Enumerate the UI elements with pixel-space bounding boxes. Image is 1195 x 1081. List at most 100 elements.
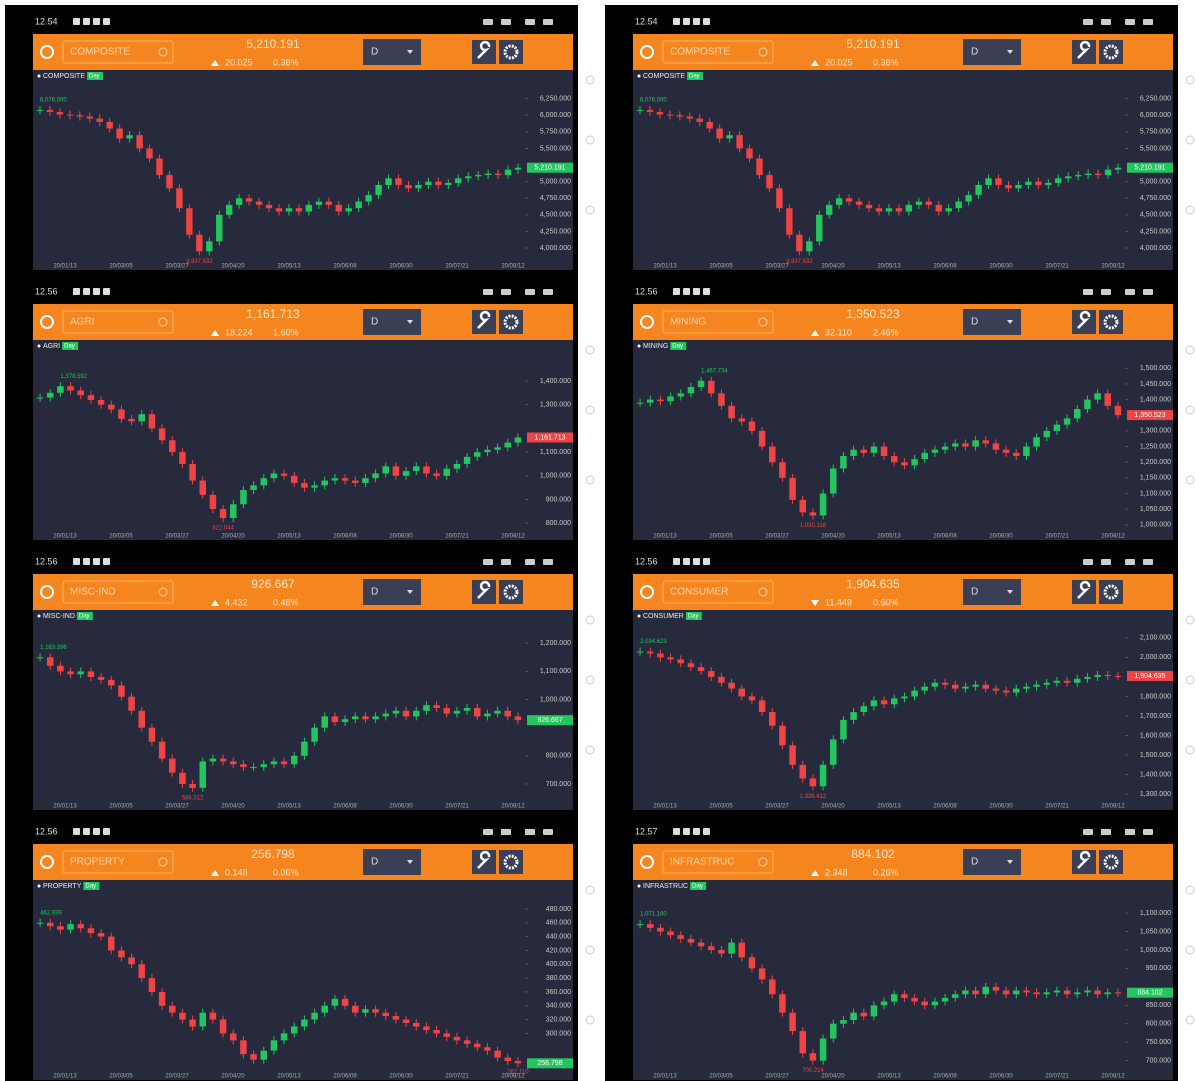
candle bbox=[97, 933, 105, 937]
candle bbox=[311, 727, 318, 742]
settings-button[interactable] bbox=[1099, 40, 1123, 64]
tag: Day bbox=[672, 344, 683, 350]
candle bbox=[77, 924, 85, 929]
search-box[interactable] bbox=[62, 40, 174, 64]
candle bbox=[209, 758, 217, 762]
x-tick-label: 20/08/12 bbox=[501, 1074, 525, 1080]
search-icon bbox=[158, 857, 168, 867]
candle bbox=[301, 1019, 308, 1027]
candle bbox=[179, 772, 186, 784]
candle bbox=[728, 405, 735, 419]
settings-button[interactable] bbox=[499, 850, 523, 874]
candle bbox=[46, 392, 54, 398]
settings-icon bbox=[503, 44, 519, 60]
status-icon bbox=[83, 288, 90, 295]
status-icon bbox=[483, 289, 493, 295]
candle bbox=[707, 671, 715, 677]
candle bbox=[1094, 393, 1101, 400]
search-box[interactable] bbox=[62, 850, 174, 874]
y-tick-label: 850.000 bbox=[1146, 1002, 1171, 1009]
candle bbox=[656, 111, 664, 115]
candle bbox=[779, 462, 786, 478]
candle bbox=[855, 201, 863, 205]
candle bbox=[667, 396, 674, 402]
candle bbox=[209, 1012, 217, 1020]
search-box[interactable] bbox=[662, 850, 774, 874]
wrench-icon bbox=[1077, 850, 1091, 869]
index-name: MISC-IND bbox=[70, 587, 116, 598]
x-tick-label: 20/03/27 bbox=[765, 534, 789, 540]
status-icon bbox=[103, 18, 110, 25]
candle bbox=[1084, 399, 1091, 409]
status-icon bbox=[73, 18, 80, 25]
settings-button[interactable] bbox=[1099, 850, 1123, 874]
candle bbox=[484, 1047, 491, 1051]
search-box[interactable] bbox=[662, 40, 774, 64]
settings-button[interactable] bbox=[499, 40, 523, 64]
settings-button[interactable] bbox=[1099, 580, 1123, 604]
candle bbox=[925, 201, 932, 205]
status-icon bbox=[693, 828, 700, 835]
candle bbox=[1055, 178, 1062, 183]
candle bbox=[392, 466, 400, 476]
chart-area bbox=[33, 70, 573, 270]
status-icon bbox=[483, 19, 493, 25]
status-icon bbox=[543, 289, 553, 295]
candle bbox=[1043, 430, 1051, 438]
x-tick-label: 20/07/21 bbox=[445, 534, 469, 540]
settings-icon bbox=[1103, 44, 1119, 60]
candle bbox=[985, 178, 992, 185]
x-tick-label: 20/01/13 bbox=[53, 804, 77, 810]
y-tick-label: 1,100.000 bbox=[540, 449, 571, 456]
candle bbox=[1063, 990, 1071, 995]
change-arrow bbox=[211, 600, 219, 606]
y-tick-label: 1,300.000 bbox=[1140, 791, 1171, 798]
x-tick-label: 20/03/27 bbox=[165, 1074, 189, 1080]
change: 18.224 bbox=[225, 327, 253, 337]
status-icon bbox=[693, 18, 700, 25]
candle bbox=[1043, 682, 1051, 685]
y-tick-label: 1,000.000 bbox=[540, 473, 571, 480]
tag: Day bbox=[692, 884, 703, 890]
search-box[interactable] bbox=[662, 580, 774, 604]
candle bbox=[494, 710, 501, 714]
candle bbox=[196, 234, 203, 252]
y-tick-label: 1,050.000 bbox=[1140, 928, 1171, 935]
y-tick-label: 800.000 bbox=[1146, 1021, 1171, 1028]
candle bbox=[240, 764, 247, 768]
candle bbox=[514, 167, 522, 170]
search-box[interactable] bbox=[662, 310, 774, 334]
search-box[interactable] bbox=[62, 580, 174, 604]
candle bbox=[395, 178, 402, 185]
status-icon bbox=[1125, 559, 1135, 565]
y-tick-label: 750.000 bbox=[1146, 1039, 1171, 1046]
y-tick-label: 4,500.000 bbox=[1140, 212, 1171, 219]
candle bbox=[1035, 181, 1042, 185]
candle bbox=[826, 204, 833, 215]
candle bbox=[148, 727, 156, 742]
last-price: 1,161.713 bbox=[534, 434, 565, 441]
settings-button[interactable] bbox=[499, 580, 523, 604]
status-icon bbox=[1101, 829, 1111, 835]
tag: Day bbox=[85, 884, 96, 890]
x-tick-label: 20/08/12 bbox=[501, 534, 525, 540]
settings-button[interactable] bbox=[499, 310, 523, 334]
y-tick-label: 4,000.000 bbox=[540, 245, 571, 252]
candle bbox=[696, 118, 703, 122]
candle bbox=[484, 449, 491, 453]
y-tick-label: 900.000 bbox=[546, 496, 571, 503]
interval: D bbox=[371, 857, 378, 868]
candle bbox=[819, 1038, 827, 1061]
status-icon bbox=[683, 288, 690, 295]
tag: Day bbox=[79, 614, 90, 620]
settings-button[interactable] bbox=[1099, 310, 1123, 334]
search-box[interactable] bbox=[62, 310, 174, 334]
x-tick-label: 20/03/05 bbox=[109, 804, 133, 810]
tag: Day bbox=[689, 74, 700, 80]
y-tick-label: 6,250.000 bbox=[1140, 95, 1171, 102]
x-tick-label: 20/08/12 bbox=[1101, 804, 1125, 810]
search-icon bbox=[758, 587, 768, 597]
status-icon bbox=[501, 559, 511, 565]
candle bbox=[96, 118, 103, 122]
status-icon bbox=[1101, 559, 1111, 565]
